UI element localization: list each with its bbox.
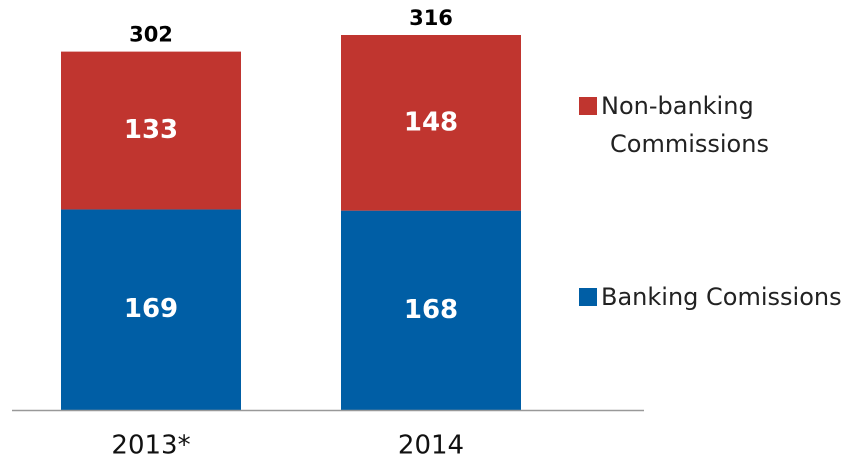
data-label: 168: [404, 295, 458, 325]
bar-segment: [341, 210, 521, 410]
legend-label: Banking Comissions: [601, 283, 842, 311]
legend-swatch: [579, 97, 597, 115]
total-label: 302: [129, 23, 173, 47]
legend-swatch: [579, 288, 597, 306]
bar-segment: [61, 209, 241, 410]
total-label: 316: [409, 6, 453, 30]
x-tick-label: 2014: [398, 431, 464, 461]
data-label: 169: [124, 294, 178, 324]
data-label: 133: [124, 115, 178, 145]
bar-segment: [61, 51, 241, 210]
legend-label: Non-banking Commissions: [601, 92, 769, 158]
bar-segment: [341, 35, 521, 211]
x-tick-label: 2013*: [111, 431, 190, 461]
data-label: 148: [404, 107, 458, 137]
